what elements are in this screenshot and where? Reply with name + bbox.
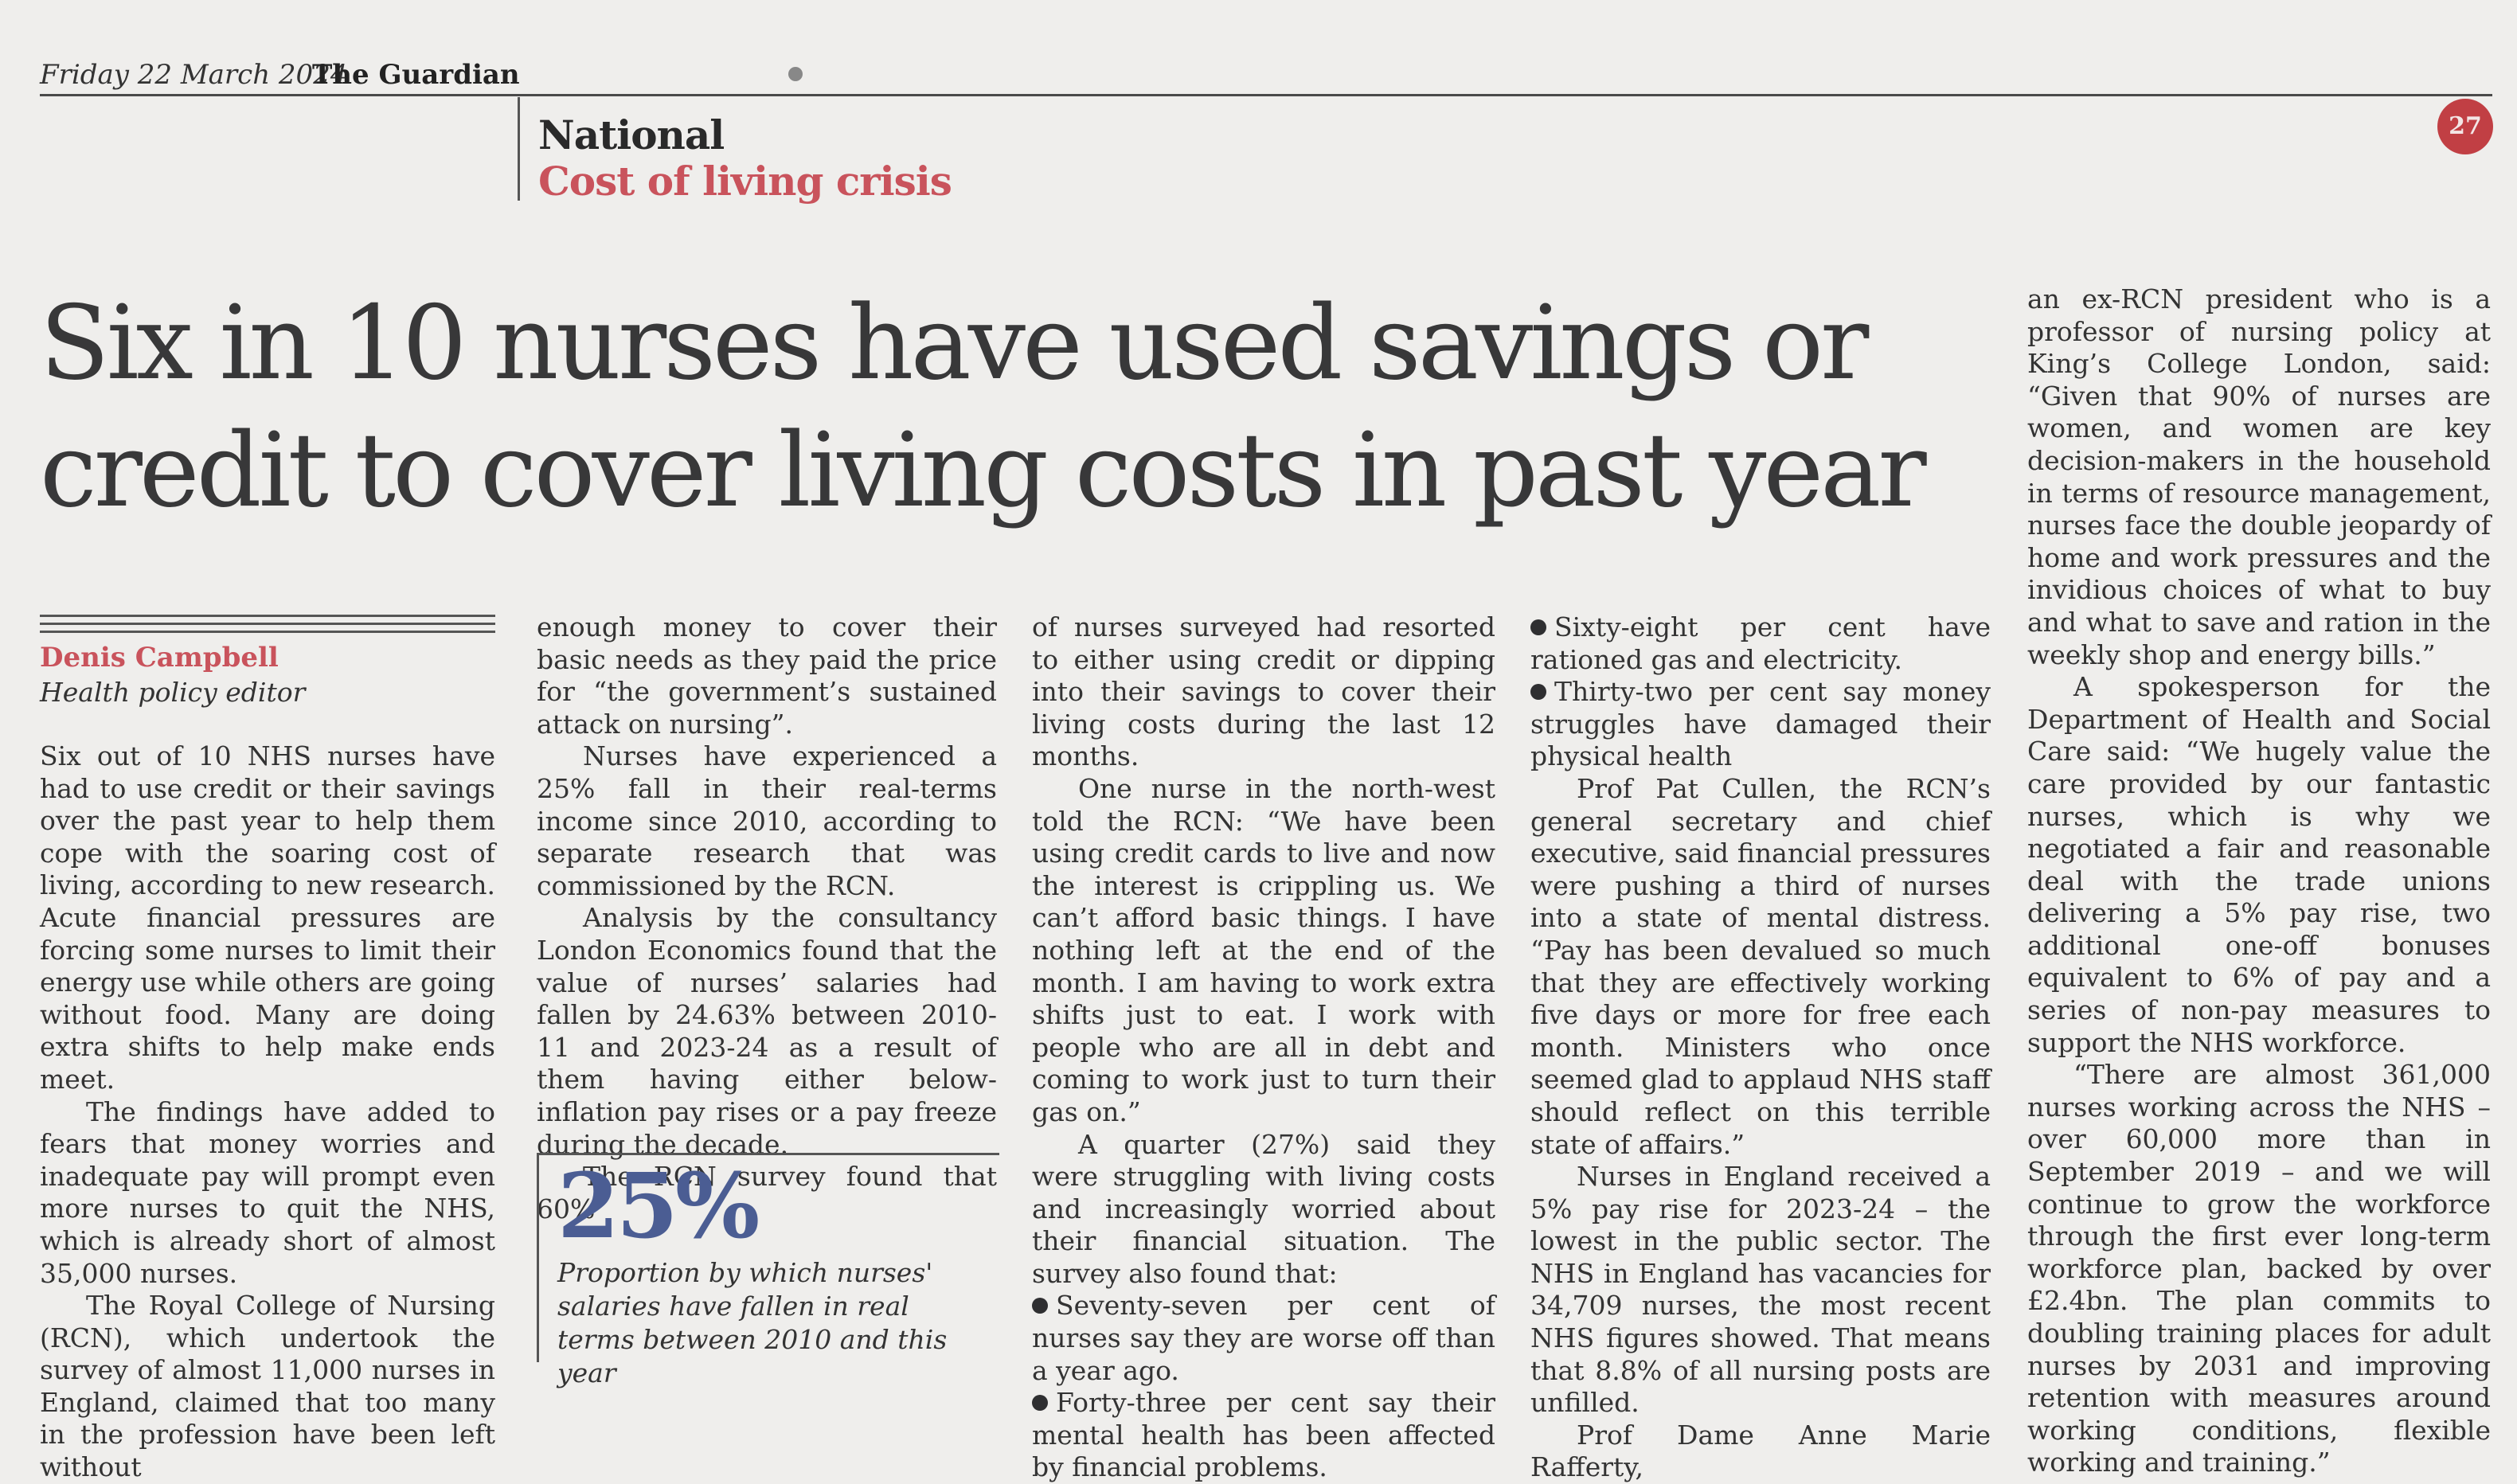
paragraph: enough money to cover their basic needs … <box>537 611 997 740</box>
article-column-3: of nurses surveyed had resorted to eithe… <box>1032 611 1495 1484</box>
paragraph: Nurses have experienced a 25% fall in th… <box>537 740 997 902</box>
bullet-text: Forty-three per cent say their mental he… <box>1032 1387 1495 1482</box>
paragraph: of nurses surveyed had resorted to eithe… <box>1032 611 1495 773</box>
paragraph: One nurse in the north-west told the RCN… <box>1032 773 1495 1129</box>
headline: Six in 10 nurses have used savings or cr… <box>40 280 2015 535</box>
article-column-5: an ex-RCN president who is a professor o… <box>2027 283 2491 1479</box>
paragraph: A quarter (27%) said they were strugglin… <box>1032 1129 1495 1291</box>
pull-quote-caption: Proportion by which nurses' salaries hav… <box>557 1256 987 1390</box>
bullet-item: Sixty-eight per cent have rationed gas a… <box>1530 611 1991 676</box>
section-divider <box>518 97 520 201</box>
article-column-2: enough money to cover their basic needs … <box>537 611 997 1225</box>
paragraph: Six out of 10 NHS nurses have had to use… <box>40 740 495 1096</box>
bullet-icon <box>1032 1298 1048 1314</box>
paragraph: Prof Dame Anne Marie Rafferty, <box>1530 1420 1991 1484</box>
bullet-icon <box>1530 684 1546 700</box>
bullet-item: Thirty-two per cent say money struggles … <box>1530 676 1991 773</box>
paragraph: Nurses in England received a 5% pay rise… <box>1530 1161 1991 1420</box>
pull-quote-figure: 25% <box>557 1154 756 1259</box>
byline-author: Denis Campbell <box>40 642 279 674</box>
paragraph: an ex-RCN president who is a professor o… <box>2027 283 2491 671</box>
topic-label: Cost of living crisis <box>538 158 952 205</box>
paragraph: The findings have added to fears that mo… <box>40 1096 495 1291</box>
issue-date: Friday 22 March 2024 <box>40 59 347 91</box>
newspaper-page: Friday 22 March 2024 The Guardian Nation… <box>0 0 2517 1413</box>
top-rule <box>40 94 2492 96</box>
page-number-badge: 27 <box>2437 99 2493 154</box>
paragraph: Analysis by the consultancy London Econo… <box>537 902 997 1161</box>
bullet-text: Seventy-seven per cent of nurses say the… <box>1032 1290 1495 1385</box>
paper-name: The Guardian <box>312 59 520 91</box>
bullet-icon <box>1032 1395 1048 1411</box>
section-label: National <box>538 111 724 158</box>
article-column-1: Six out of 10 NHS nurses have had to use… <box>40 740 495 1484</box>
bullet-icon <box>1530 619 1546 635</box>
paragraph: “There are almost 361,000 nurses working… <box>2027 1059 2491 1479</box>
article-column-4: Sixty-eight per cent have rationed gas a… <box>1530 611 1991 1484</box>
byline-rules <box>40 615 495 639</box>
paragraph: The Royal College of Nursing (RCN), whic… <box>40 1290 495 1484</box>
bullet-item: Forty-three per cent say their mental he… <box>1032 1387 1495 1484</box>
page-dot-mark <box>788 67 803 81</box>
bullet-text: Sixty-eight per cent have rationed gas a… <box>1530 611 1991 675</box>
paragraph: A spokesperson for the Department of Hea… <box>2027 671 2491 1059</box>
byline-role: Health policy editor <box>40 677 305 708</box>
bullet-item: Seventy-seven per cent of nurses say the… <box>1032 1290 1495 1387</box>
bullet-text: Thirty-two per cent say money struggles … <box>1530 676 1991 771</box>
paragraph: Prof Pat Cullen, the RCN’s general secre… <box>1530 773 1991 1161</box>
